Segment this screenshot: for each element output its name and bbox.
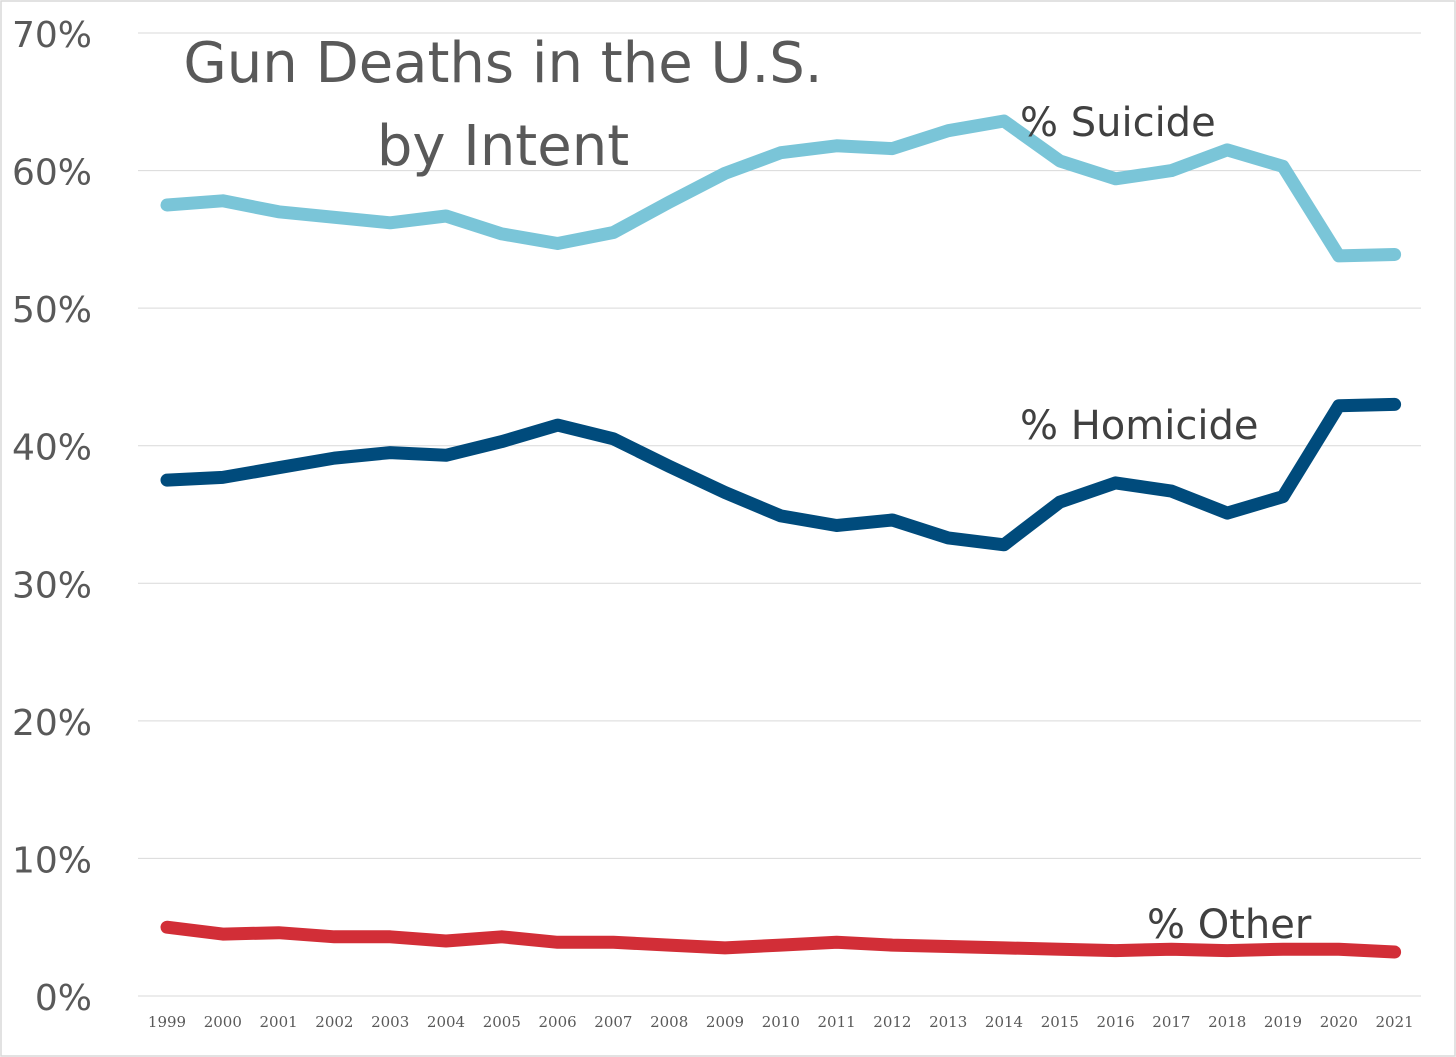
y-tick-label: 70% [12,15,92,56]
y-tick-label: 30% [12,565,92,606]
y-tick-label: 20% [12,703,92,744]
series-label-other: % Other [1147,902,1312,948]
chart-title: Gun Deaths in the U.S. [183,31,822,96]
x-tick-label: 2006 [539,1013,577,1031]
y-tick-label: 60% [12,153,92,194]
y-tick-label: 50% [12,290,92,331]
series-line-suicide [160,114,1402,263]
series-line-other [160,920,1402,959]
x-tick-label: 2011 [818,1013,856,1031]
x-tick-label: 2021 [1376,1013,1414,1031]
x-tick-label: 2008 [650,1013,688,1031]
y-tick-label: 0% [35,978,92,1019]
x-axis-ticks: 1999 2000 2001 2002 2003 2004 2005 2006 2007 2008… [148,1013,1414,1031]
x-tick-label: 2009 [706,1013,744,1031]
y-tick-label: 40% [12,428,92,469]
x-tick-label: 2019 [1264,1013,1302,1031]
series-lines [160,114,1402,959]
x-tick-label: 2005 [483,1013,521,1031]
gridlines [138,32,1421,997]
x-tick-label: 2012 [873,1013,911,1031]
x-tick-label: 2018 [1208,1013,1246,1031]
chart-subtitle: by Intent [377,114,629,179]
x-tick-label: 2007 [594,1013,632,1031]
x-tick-label: 2014 [985,1013,1023,1031]
x-tick-label: 2016 [1097,1013,1135,1031]
x-tick-label: 2002 [315,1013,353,1031]
x-tick-label: 1999 [148,1013,186,1031]
series-label-homicide: % Homicide [1020,403,1258,449]
series-label-suicide: % Suicide [1020,100,1216,146]
series-line-homicide [160,397,1402,552]
y-axis-ticks: 0% 10% 20% 30% 40% 50% 60% 70% [12,15,92,1019]
x-tick-label: 2003 [371,1013,409,1031]
x-tick-label: 2017 [1152,1013,1190,1031]
x-tick-label: 2013 [929,1013,967,1031]
x-tick-label: 2020 [1320,1013,1358,1031]
x-tick-label: 2004 [427,1013,465,1031]
x-tick-label: 2000 [204,1013,242,1031]
y-tick-label: 10% [12,840,92,881]
x-tick-label: 2001 [260,1013,298,1031]
x-tick-label: 2010 [762,1013,800,1031]
x-tick-label: 2015 [1041,1013,1079,1031]
